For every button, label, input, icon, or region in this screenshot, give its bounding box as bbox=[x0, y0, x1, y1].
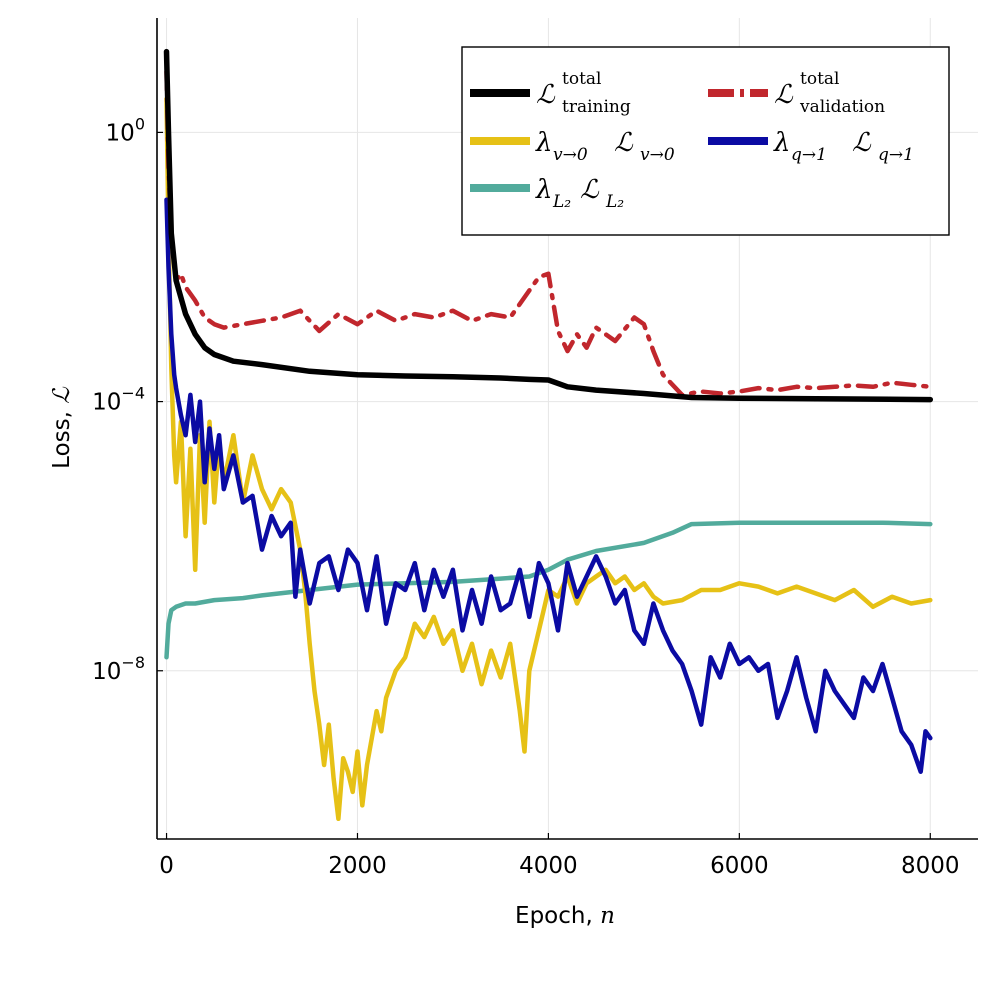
legend-lamsub-l2: L₂ bbox=[552, 192, 571, 212]
legend-sub-l2: L₂ bbox=[605, 192, 624, 212]
series-line-val bbox=[164, 69, 933, 398]
legend-sub-validation: validation bbox=[799, 97, 885, 117]
legend-sub-q1: q→1 bbox=[878, 145, 914, 165]
series-line-train bbox=[163, 48, 934, 403]
series-lines bbox=[163, 48, 934, 822]
x-tick-label: 4000 bbox=[519, 853, 578, 879]
y-axis-title: Loss, ℒ bbox=[49, 387, 75, 469]
legend-box bbox=[461, 46, 950, 236]
legend-base-v0: ℒ bbox=[614, 128, 634, 158]
legend-sup-train: total bbox=[562, 69, 601, 89]
tick-labels: 0 2000 4000 6000 8000 100 10−4 10−8 bbox=[92, 114, 959, 879]
legend-lamsub-v0: v→0 bbox=[553, 145, 588, 165]
legend-label-train: ℒ bbox=[536, 80, 556, 110]
legend-label-v0: λ bbox=[535, 128, 552, 158]
series-line-q1 bbox=[164, 197, 933, 774]
legend-sub-v0: v→0 bbox=[640, 145, 675, 165]
x-axis-title: Epoch, n bbox=[515, 903, 615, 929]
legend-label-q1: λ bbox=[773, 128, 790, 158]
legend-sup-validation: total bbox=[800, 69, 839, 89]
y-tick-label: 10−4 bbox=[92, 384, 145, 416]
legend-label-validation: ℒ bbox=[774, 80, 794, 110]
legend-label-l2: λ bbox=[535, 175, 552, 205]
x-tick-label: 0 bbox=[159, 853, 174, 879]
x-tick-label: 8000 bbox=[901, 853, 960, 879]
legend-base-l2: ℒ bbox=[580, 175, 600, 205]
legend-lamsub-q1: q→1 bbox=[791, 145, 827, 165]
legend: ℒ total training ℒ total validation λ v→… bbox=[461, 46, 950, 236]
x-tick-label: 6000 bbox=[710, 853, 769, 879]
y-tick-label: 10−8 bbox=[92, 653, 145, 685]
legend-base-q1: ℒ bbox=[852, 128, 872, 158]
axes bbox=[156, 18, 978, 840]
series-line-l2 bbox=[164, 520, 933, 660]
legend-sub-train: training bbox=[562, 97, 631, 117]
y-tick-label: 100 bbox=[106, 114, 145, 146]
x-tick-label: 2000 bbox=[328, 853, 387, 879]
